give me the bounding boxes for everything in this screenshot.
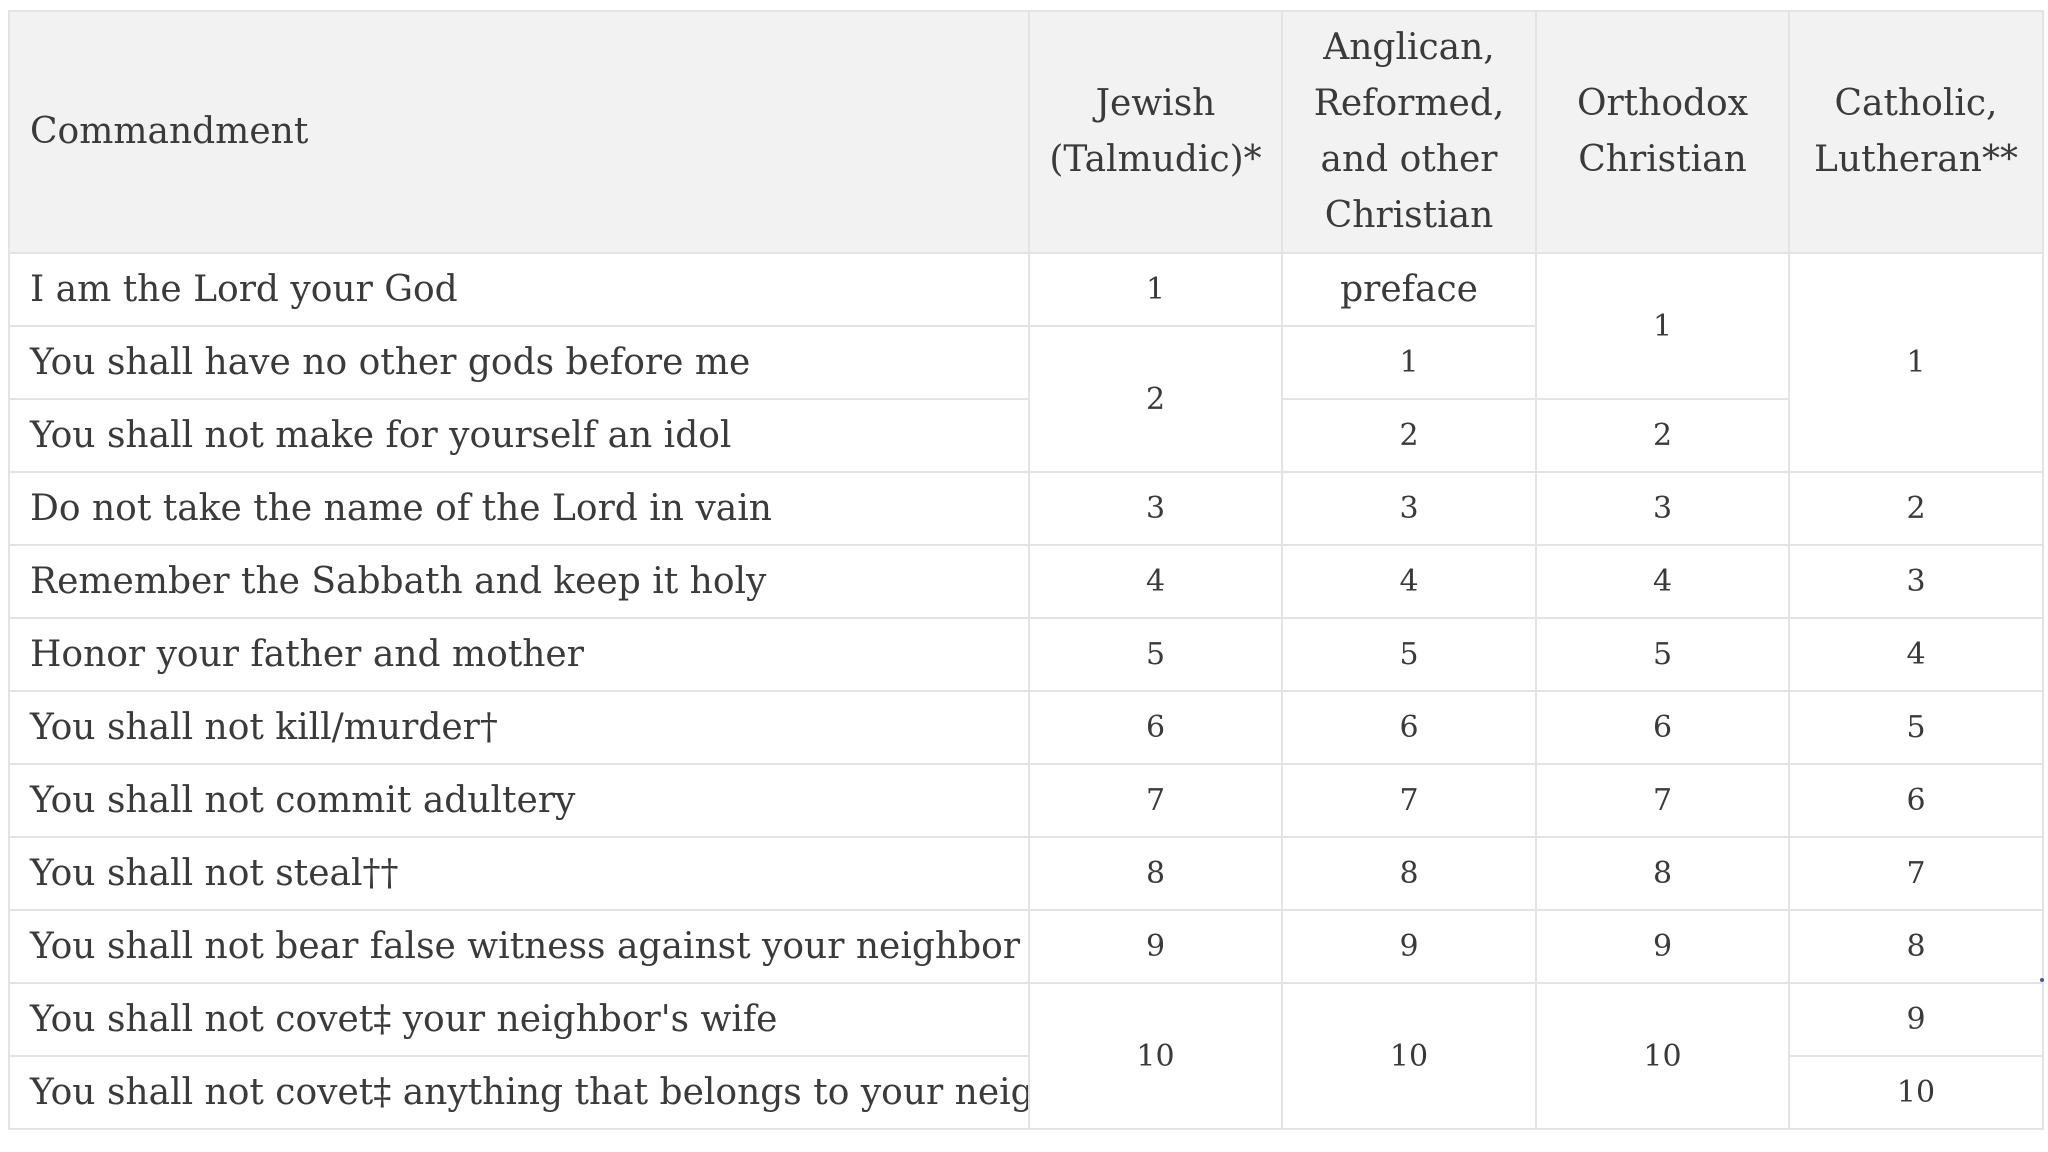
jewish-number-cell: 4 xyxy=(1028,544,1283,619)
anglican-number-cell: 6 xyxy=(1281,690,1537,765)
anglican-number-cell: 3 xyxy=(1281,471,1537,546)
commandment-cell: I am the Lord your God xyxy=(8,252,1030,327)
anglican-number-cell: 9 xyxy=(1281,909,1537,984)
commandments-table: Commandment Jewish (Talmudic)* Anglican,… xyxy=(8,10,2044,1130)
jewish-number-cell: 7 xyxy=(1028,763,1283,838)
header-jewish-line1: Jewish xyxy=(1095,83,1216,124)
jewish-number-cell: 5 xyxy=(1028,617,1283,692)
jewish-number-cell: 3 xyxy=(1028,471,1283,546)
commandment-cell: You shall not covet‡ anything that belon… xyxy=(8,1055,1030,1130)
header-orthodox: Orthodox Christian xyxy=(1535,10,1790,254)
commandment-cell: Honor your father and mother xyxy=(8,617,1030,692)
header-catholic-line1: Catholic, xyxy=(1834,83,1998,124)
header-orthodox-line2: Christian xyxy=(1578,139,1747,180)
anglican-number-cell: 8 xyxy=(1281,836,1537,911)
table-row: You shall not bear false witness against… xyxy=(8,909,2044,984)
header-commandment: Commandment xyxy=(8,10,1030,254)
header-anglican: Anglican, Reformed, and other Christian xyxy=(1281,10,1537,254)
orthodox-number-cell: 8 xyxy=(1535,836,1790,911)
commandment-cell: You shall have no other gods before me xyxy=(8,325,1030,400)
anglican-number-cell: 4 xyxy=(1281,544,1537,619)
orthodox-number-cell: 4 xyxy=(1535,544,1790,619)
table-row: You shall not covet‡ your neighbor's wif… xyxy=(8,982,2044,1130)
table-row: You shall not covet‡ anything that belon… xyxy=(8,1055,2044,1130)
table-row: Remember the Sabbath and keep it holy 4 … xyxy=(8,544,2044,619)
header-anglican-line1: Anglican, xyxy=(1323,27,1495,68)
orthodox-number-cell: 3 xyxy=(1535,471,1790,546)
header-catholic-line2: Lutheran** xyxy=(1814,139,2018,180)
header-jewish-line2: (Talmudic)* xyxy=(1049,139,1262,180)
table-row: You shall not steal†† 8 8 8 7 xyxy=(8,836,2044,911)
catholic-number-cell: 6 xyxy=(1788,763,2044,838)
orthodox-number-cell: 7 xyxy=(1535,763,1790,838)
jewish-number-cell: 9 xyxy=(1028,909,1283,984)
catholic-number-cell: 9 xyxy=(1788,982,2044,1057)
orthodox-number-cell: 10 xyxy=(1535,982,1790,1130)
catholic-number-cell: 1 xyxy=(1788,252,2044,473)
anglican-number-cell: 5 xyxy=(1281,617,1537,692)
edge-mark xyxy=(2040,978,2044,982)
table-row: Do not take the name of the Lord in vain… xyxy=(8,471,2044,546)
table-row: You shall not make for yourself an idol … xyxy=(8,398,2043,473)
catholic-number-cell: 5 xyxy=(1788,690,2044,765)
header-orthodox-line1: Orthodox xyxy=(1576,83,1749,124)
commandment-cell: You shall not make for yourself an idol xyxy=(8,398,1030,473)
orthodox-number-cell: 1 xyxy=(1535,252,1790,400)
catholic-number-cell: 7 xyxy=(1788,836,2044,911)
header-anglican-line3: and other xyxy=(1320,139,1498,180)
orthodox-number-cell: 9 xyxy=(1535,909,1790,984)
catholic-number-cell: 3 xyxy=(1788,544,2044,619)
catholic-number-cell: 10 xyxy=(1788,1055,2044,1130)
orthodox-number-cell: 2 xyxy=(1535,398,1790,473)
jewish-number-cell: 6 xyxy=(1028,690,1283,765)
commandment-cell: Remember the Sabbath and keep it holy xyxy=(8,544,1030,619)
header-jewish: Jewish (Talmudic)* xyxy=(1028,10,1283,254)
commandment-cell: You shall not covet‡ your neighbor's wif… xyxy=(8,982,1030,1057)
header-catholic: Catholic, Lutheran** xyxy=(1788,10,2044,254)
catholic-number-cell: 2 xyxy=(1788,471,2044,546)
anglican-number-cell: 2 xyxy=(1281,398,1537,473)
table-row: You shall have no other gods before me 2… xyxy=(8,325,2043,473)
catholic-number-cell: 4 xyxy=(1788,617,2044,692)
table-row: I am the Lord your God 1 preface 1 1 xyxy=(8,252,2044,473)
table-row: You shall not commit adultery 7 7 7 6 xyxy=(8,763,2044,838)
jewish-number-cell: 2 xyxy=(1028,325,1283,473)
table-row: Honor your father and mother 5 5 5 4 xyxy=(8,617,2044,692)
orthodox-number-cell: 5 xyxy=(1535,617,1790,692)
commandments-table-container: Commandment Jewish (Talmudic)* Anglican,… xyxy=(8,10,2044,1130)
commandment-cell: You shall not bear false witness against… xyxy=(8,909,1030,984)
jewish-number-cell: 8 xyxy=(1028,836,1283,911)
header-commandment-label: Commandment xyxy=(30,111,309,152)
table-row: You shall not kill/murder† 6 6 6 5 xyxy=(8,690,2044,765)
header-anglican-line2: Reformed, xyxy=(1313,83,1505,124)
commandment-cell: Do not take the name of the Lord in vain xyxy=(8,471,1030,546)
header-anglican-line4: Christian xyxy=(1324,195,1494,236)
commandment-cell: You shall not commit adultery xyxy=(8,763,1030,838)
commandment-cell: You shall not steal†† xyxy=(8,836,1030,911)
anglican-number-cell: preface xyxy=(1281,252,1537,327)
anglican-number-cell: 10 xyxy=(1281,982,1537,1130)
table-header-row: Commandment Jewish (Talmudic)* Anglican,… xyxy=(8,10,2044,254)
commandment-cell: You shall not kill/murder† xyxy=(8,690,1030,765)
jewish-number-cell: 1 xyxy=(1028,252,1283,327)
catholic-number-cell: 8 xyxy=(1788,909,2044,984)
anglican-number-cell: 1 xyxy=(1281,325,1537,400)
anglican-number-cell: 7 xyxy=(1281,763,1537,838)
jewish-number-cell: 10 xyxy=(1028,982,1283,1130)
orthodox-number-cell: 6 xyxy=(1535,690,1790,765)
